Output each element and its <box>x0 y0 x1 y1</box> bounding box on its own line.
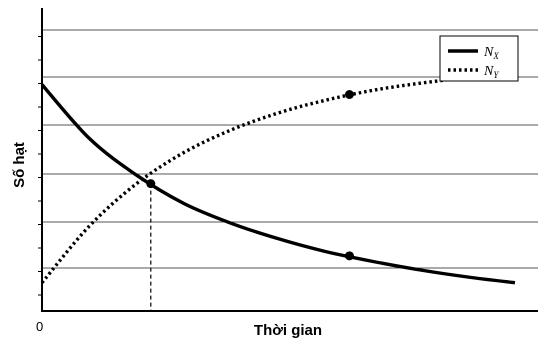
marker-point-intersection <box>146 179 156 189</box>
legend-box <box>439 35 519 82</box>
legend: NX NY <box>439 35 519 82</box>
origin-label: 0 <box>36 319 43 334</box>
point-markers <box>146 90 354 261</box>
marker-point-nx <box>344 251 354 261</box>
y-axis-label: Số hạt <box>11 142 28 188</box>
legend-label-ny: NY <box>483 64 499 80</box>
marker-point-ny <box>344 90 354 100</box>
y-axis-ticks <box>38 36 42 296</box>
x-axis-label: Thời gian <box>254 322 322 339</box>
series-line-nx <box>40 83 516 285</box>
legend-label-nx: NX <box>483 45 499 61</box>
grid-lines <box>42 29 538 269</box>
series-lines <box>40 71 516 285</box>
axes <box>41 8 538 312</box>
series-line-ny <box>40 71 516 284</box>
